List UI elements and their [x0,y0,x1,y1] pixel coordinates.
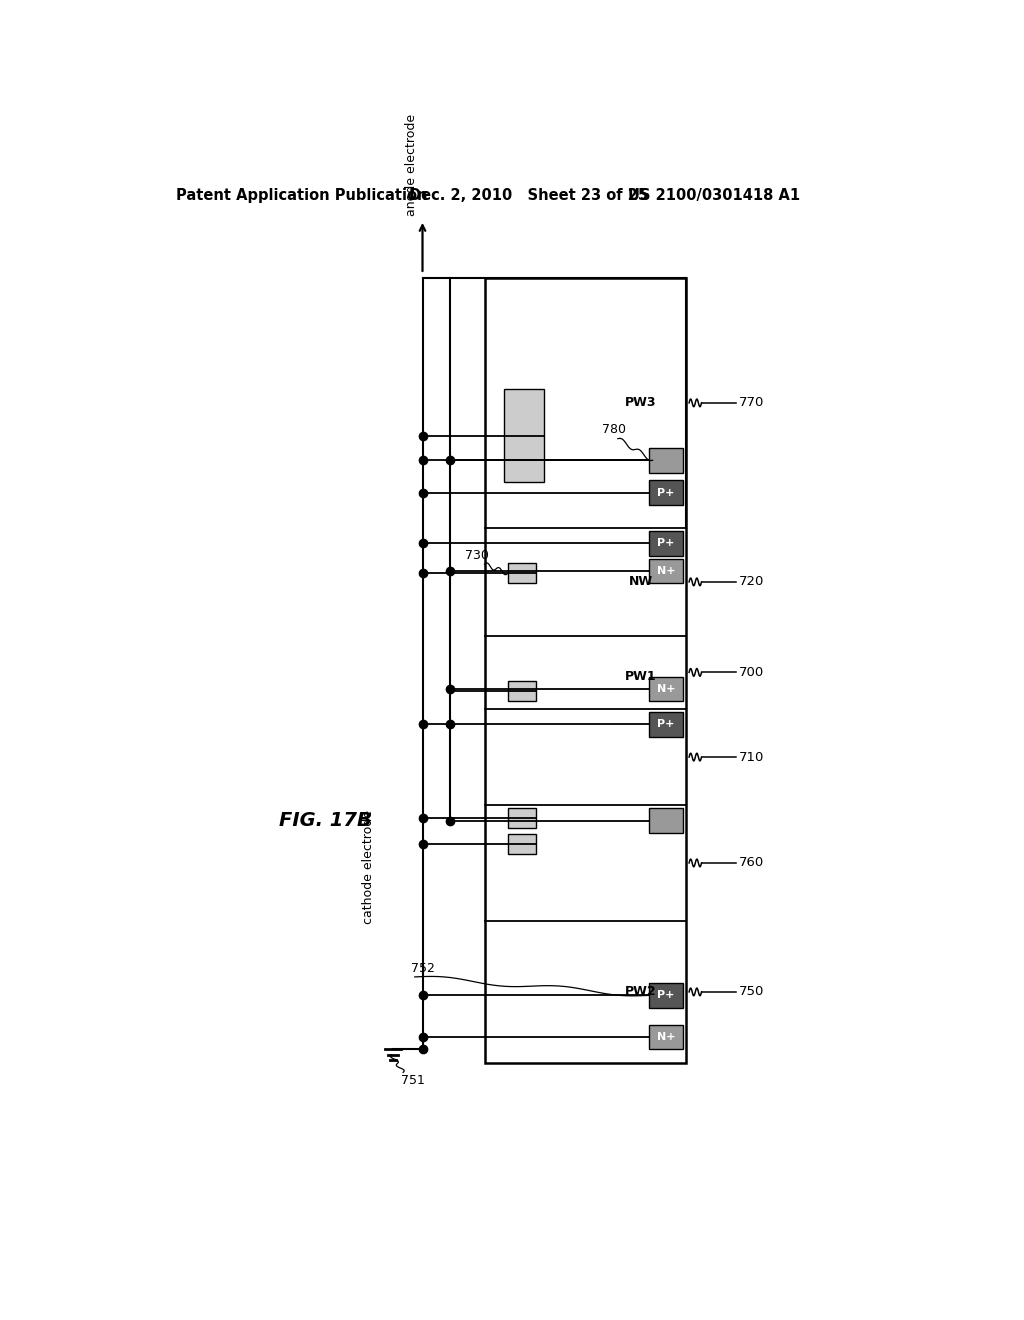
Text: N+: N+ [656,566,675,576]
Bar [649,1024,683,1049]
Bar [649,558,683,583]
Bar [649,808,683,833]
Text: P+: P+ [657,487,675,498]
Bar [649,711,683,737]
Text: 730: 730 [465,549,489,562]
Text: 752: 752 [411,962,435,975]
Text: 710: 710 [738,751,764,763]
Text: P+: P+ [657,539,675,548]
Text: P+: P+ [657,719,675,730]
Bar [649,447,683,473]
Text: NW: NW [629,576,653,589]
Bar [649,983,683,1007]
Text: 760: 760 [738,857,764,870]
Text: N+: N+ [656,684,675,694]
Bar [508,834,536,854]
Text: PW2: PW2 [626,986,656,998]
Text: P+: P+ [657,990,675,1001]
Bar [504,389,544,482]
Text: 720: 720 [738,576,764,589]
Text: PW1: PW1 [626,669,656,682]
Text: PW3: PW3 [626,396,656,409]
Bar [649,531,683,556]
Text: 751: 751 [400,1074,425,1086]
Text: US 2100/0301418 A1: US 2100/0301418 A1 [628,187,800,203]
Text: anode electrode: anode electrode [406,114,418,216]
Text: 780: 780 [602,424,627,437]
Text: Patent Application Publication: Patent Application Publication [176,187,428,203]
Bar [508,681,536,701]
Text: 700: 700 [738,665,764,678]
Bar [484,277,686,1063]
Bar [649,677,683,701]
Text: N+: N+ [656,1032,675,1041]
Bar [508,564,536,583]
Text: 750: 750 [738,986,764,998]
Bar [649,480,683,506]
Text: cathode electrode: cathode electrode [361,809,375,924]
Bar [508,808,536,829]
Text: FIG. 17B: FIG. 17B [280,810,372,830]
Text: 770: 770 [738,396,764,409]
Text: Dec. 2, 2010   Sheet 23 of 25: Dec. 2, 2010 Sheet 23 of 25 [409,187,647,203]
